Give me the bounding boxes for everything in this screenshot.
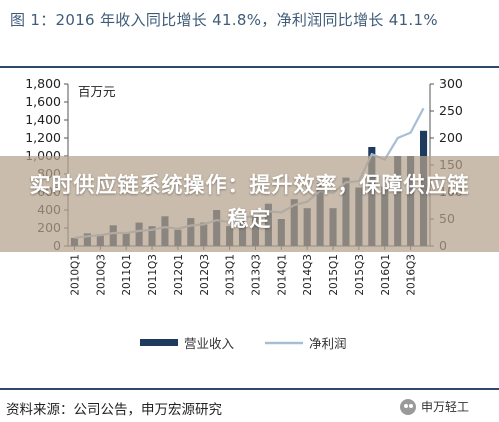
left-tick-label: 1,200: [25, 130, 61, 145]
x-tick-label: 2013Q3: [250, 254, 262, 296]
title-divider: [0, 66, 499, 68]
x-tick-label: 2012Q3: [199, 254, 211, 296]
watermark-label: 申万轻工: [421, 400, 470, 414]
source-note: 资料来源：公司公告，申万宏源研究: [6, 402, 222, 418]
overlay-banner-text: 实时供应链系统操作：提升效率，保障供应链稳定: [29, 173, 470, 231]
x-tick-label: 2012Q1: [173, 254, 185, 296]
x-axis-ticks: 2010Q1 2010Q3 2011Q1 2011Q3 2012Q1 2012Q3 2013…: [69, 246, 418, 296]
legend: 营业收入 净利润: [140, 336, 347, 351]
right-tick-label: 300: [439, 76, 463, 91]
watermark: 申万轻工: [400, 398, 469, 415]
x-tick-label: 2016Q3: [406, 254, 418, 296]
x-tick-label: 2011Q1: [121, 254, 133, 296]
x-tick-label: 2011Q3: [147, 254, 159, 296]
overlay-banner: [0, 156, 499, 252]
chart-title: 图 1：2016 年收入同比增长 41.8%，净利润同比增长 41.1%: [10, 11, 438, 29]
x-tick-label: 2014Q1: [276, 254, 288, 296]
footer-divider: [0, 388, 499, 390]
x-tick-label: 2010Q1: [69, 254, 81, 296]
legend-revenue-swatch: [140, 339, 178, 346]
right-tick-label: 250: [439, 103, 463, 118]
left-tick-label: 1,400: [25, 112, 61, 127]
x-tick-label: 2013Q1: [225, 254, 237, 296]
x-tick-label: 2015Q3: [354, 254, 366, 296]
x-tick-label: 2015Q1: [328, 254, 340, 296]
x-tick-label: 2010Q3: [95, 254, 107, 296]
x-tick-label: 2014Q3: [302, 254, 314, 296]
left-tick-label: 1,600: [25, 94, 61, 109]
right-tick-label: 200: [439, 130, 463, 145]
wechat-icon: [400, 398, 416, 415]
left-tick-label: 1,800: [25, 76, 61, 91]
legend-revenue-label: 营业收入: [184, 336, 235, 351]
unit-label: 百万元: [78, 84, 116, 99]
legend-net-profit-label: 净利润: [309, 336, 347, 351]
x-tick-label: 2016Q1: [380, 254, 392, 296]
